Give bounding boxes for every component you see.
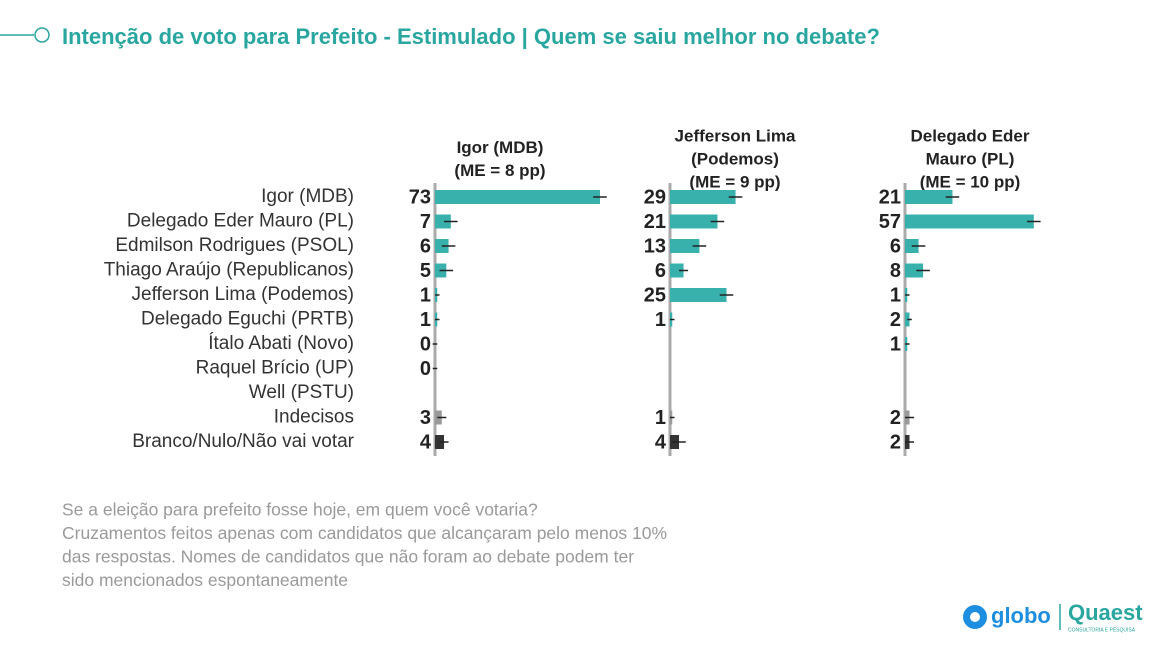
value-label: 29: [644, 186, 666, 208]
value-label: 21: [879, 186, 901, 208]
panel-title: Delegado Eder: [910, 126, 1029, 145]
category-label: Indecisos: [274, 407, 354, 428]
footnote: sido mencionados espontaneamente: [62, 570, 348, 590]
category-label: Igor (MDB): [261, 186, 354, 207]
value-label: 0: [420, 333, 431, 355]
value-label: 1: [890, 284, 901, 306]
bar: [905, 190, 953, 204]
value-label: 6: [420, 235, 431, 257]
globo-icon-inner: [970, 612, 980, 622]
quaest-logo: Quaest: [1068, 600, 1143, 625]
value-label: 6: [890, 235, 901, 257]
value-label: 13: [644, 235, 666, 257]
value-label: 73: [409, 186, 431, 208]
category-label: Edmilson Rodrigues (PSOL): [115, 235, 354, 256]
footnote: das respostas. Nomes de candidatos que n…: [62, 547, 634, 567]
panel-title: Igor (MDB): [457, 138, 544, 157]
panel-title: (ME = 10 pp): [920, 172, 1021, 191]
value-label: 4: [420, 431, 432, 453]
category-label: Ítalo Abati (Novo): [208, 333, 354, 354]
footnote: Se a eleição para prefeito fosse hoje, e…: [62, 500, 538, 520]
footnote: Cruzamentos feitos apenas com candidatos…: [62, 523, 667, 543]
value-label: 8: [890, 260, 901, 282]
panel-title: (ME = 9 pp): [689, 172, 780, 191]
category-label: Delegado Eguchi (PRTB): [141, 309, 354, 330]
quaest-subtitle: CONSULTORIA E PESQUISA: [1068, 627, 1136, 633]
bar: [670, 263, 684, 278]
value-label: 1: [655, 407, 666, 429]
value-label: 2: [890, 431, 901, 453]
value-label: 6: [655, 260, 666, 282]
value-label: 2: [890, 309, 901, 331]
title-deco-circle: [34, 27, 50, 43]
value-label: 1: [420, 284, 431, 306]
value-label: 7: [420, 211, 431, 233]
value-label: 1: [890, 333, 901, 355]
category-label: Jefferson Lima (Podemos): [132, 284, 354, 305]
value-label: 2: [890, 407, 901, 429]
bar: [670, 239, 700, 253]
value-label: 57: [879, 211, 901, 233]
value-label: 0: [420, 358, 431, 380]
value-label: 5: [420, 260, 431, 282]
bar: [905, 214, 1034, 229]
panel-title: Mauro (PL): [926, 149, 1015, 168]
bar: [905, 263, 924, 278]
bar: [435, 214, 451, 229]
panel-title: Jefferson Lima: [675, 126, 796, 145]
panel-title: (Podemos): [691, 149, 779, 168]
globo-logo: globo: [991, 603, 1051, 628]
chart-title: Intenção de voto para Prefeito - Estimul…: [62, 24, 880, 49]
category-label: Well (PSTU): [249, 382, 354, 403]
category-label: Delegado Eder Mauro (PL): [127, 211, 354, 232]
value-label: 4: [655, 431, 667, 453]
bar: [670, 288, 727, 302]
value-label: 3: [420, 407, 431, 429]
panel-title: (ME = 8 pp): [454, 161, 545, 180]
value-label: 21: [644, 211, 666, 233]
value-label: 1: [655, 309, 666, 331]
value-label: 25: [644, 284, 666, 306]
category-label: Branco/Nulo/Não vai votar: [132, 431, 354, 452]
bar: [435, 190, 600, 204]
category-label: Raquel Brício (UP): [196, 358, 354, 379]
bar: [670, 190, 736, 204]
category-label: Thiago Araújo (Republicanos): [104, 260, 354, 281]
bar: [670, 214, 718, 229]
value-label: 1: [420, 309, 431, 331]
